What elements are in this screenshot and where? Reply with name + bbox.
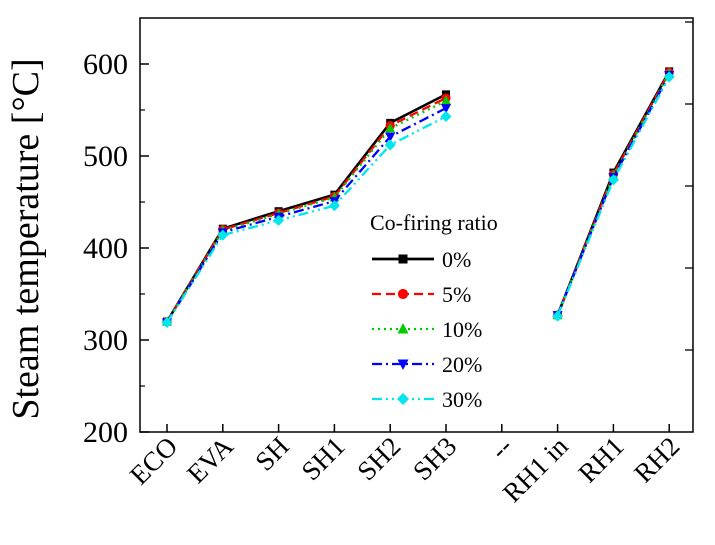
x-tick-label: RH2: [628, 431, 685, 488]
data-point: [440, 110, 452, 122]
x-tick-label: ECO: [124, 431, 183, 490]
data-point: [607, 174, 619, 186]
series-line: [166, 97, 447, 323]
series-line: [556, 76, 671, 317]
data-point: [385, 132, 396, 143]
data-point: [385, 122, 396, 133]
x-tick-label: RH1: [572, 431, 629, 488]
data-point: [663, 71, 675, 83]
x-tick-label: SH3: [407, 431, 462, 486]
legend-label: 5%: [442, 282, 471, 307]
y-tick-label: 500: [83, 140, 128, 173]
x-tick-label: SH: [249, 431, 295, 477]
x-tick-label: --: [484, 431, 518, 465]
data-point: [552, 310, 564, 322]
legend: Co-firing ratio 0% 5% 10% 20% 30%: [362, 206, 530, 412]
x-tick-label: EVA: [181, 431, 239, 489]
legend-box: [362, 206, 530, 408]
data-point: [397, 393, 409, 405]
y-tick-label: 300: [83, 324, 128, 357]
data-point: [384, 139, 396, 151]
data-point: [328, 200, 340, 212]
plot-frame: [139, 17, 694, 433]
legend-title: Co-firing ratio: [370, 210, 498, 235]
data-point: [398, 254, 408, 264]
data-point: [217, 229, 229, 241]
data-point: [441, 104, 451, 114]
y-tick-label: 200: [83, 416, 128, 449]
x-tick-label: RH1 in: [497, 431, 574, 508]
legend-label: 10%: [442, 317, 482, 342]
y-tick-label: 600: [83, 48, 128, 81]
data-point: [273, 214, 285, 226]
legend-label: 20%: [442, 352, 482, 377]
x-tick-label: SH2: [351, 431, 406, 486]
series-layer: [161, 67, 675, 329]
y-axis-title: Steam temperature [°C]: [5, 58, 47, 419]
data-point: [397, 288, 409, 300]
series-line: [166, 115, 447, 324]
data-point: [397, 359, 409, 370]
series-line: [166, 107, 447, 324]
data-point: [161, 317, 173, 329]
legend-label: 0%: [442, 247, 471, 272]
data-point: [397, 323, 409, 334]
series-line: [556, 74, 671, 316]
data-point: [441, 95, 451, 105]
series-30pct: [161, 71, 675, 329]
legend-label: 30%: [442, 387, 482, 412]
x-tick-label: SH1: [295, 431, 350, 486]
y-tick-label: 400: [83, 232, 128, 265]
series-line: [556, 72, 671, 316]
